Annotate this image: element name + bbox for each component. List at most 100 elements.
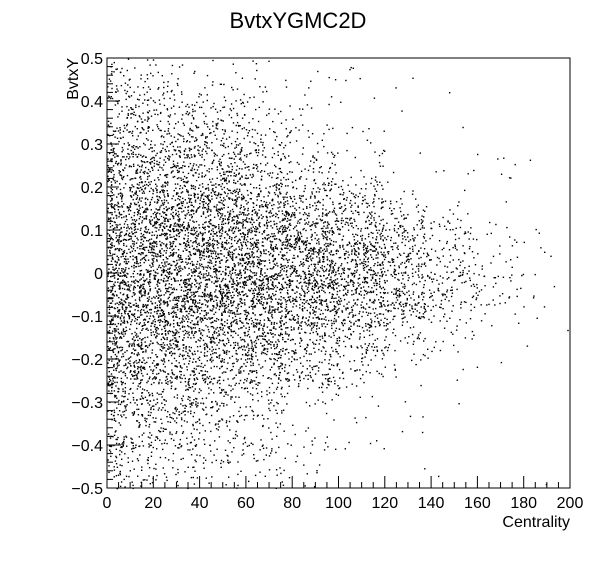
data-point <box>120 256 122 258</box>
data-point <box>241 225 244 227</box>
data-point <box>161 314 163 317</box>
data-point <box>123 317 125 319</box>
data-point <box>119 309 121 311</box>
data-point <box>183 150 186 153</box>
data-point <box>230 325 232 328</box>
data-point <box>217 253 219 255</box>
data-point <box>233 300 235 302</box>
data-point <box>231 237 233 239</box>
data-point <box>207 207 210 210</box>
data-point <box>131 313 133 315</box>
data-point <box>135 198 138 200</box>
data-point <box>223 96 226 98</box>
data-point <box>213 205 216 208</box>
data-point <box>152 372 154 375</box>
data-point <box>131 373 133 376</box>
data-point <box>243 209 245 211</box>
data-point <box>207 215 210 217</box>
data-point <box>195 397 197 400</box>
data-point <box>133 145 135 147</box>
data-point <box>170 387 172 390</box>
data-point <box>242 223 244 225</box>
data-point <box>123 203 125 205</box>
data-point <box>174 165 176 168</box>
data-point <box>147 126 150 128</box>
data-point <box>127 273 129 275</box>
data-point <box>202 251 204 253</box>
data-point <box>222 327 224 329</box>
data-point <box>129 251 131 253</box>
data-point <box>199 254 201 257</box>
data-point <box>118 285 120 287</box>
data-point <box>206 279 208 281</box>
data-point <box>157 309 159 312</box>
data-point <box>114 208 116 211</box>
data-point <box>107 275 109 277</box>
data-point <box>221 230 224 232</box>
data-point <box>172 243 174 245</box>
data-point <box>109 167 111 169</box>
data-point <box>242 102 245 104</box>
data-point <box>156 124 158 126</box>
data-point <box>219 172 221 175</box>
data-point <box>188 246 191 248</box>
data-point <box>206 196 208 198</box>
data-point <box>131 343 133 345</box>
data-point <box>160 299 162 302</box>
data-point <box>239 178 241 181</box>
data-point <box>131 112 133 115</box>
data-point <box>127 142 129 144</box>
data-point <box>169 421 172 423</box>
data-point <box>147 228 150 231</box>
data-point <box>157 126 159 128</box>
data-point <box>285 215 287 217</box>
data-point <box>121 446 123 449</box>
data-point <box>110 236 112 238</box>
data-point <box>223 331 226 333</box>
data-point <box>157 319 159 322</box>
data-point <box>190 240 192 242</box>
data-point <box>140 291 142 293</box>
data-point <box>141 181 143 183</box>
data-point <box>209 309 211 311</box>
data-point <box>204 87 206 89</box>
data-point <box>209 259 211 261</box>
data-point <box>119 188 122 191</box>
data-point <box>190 326 192 329</box>
data-point <box>163 271 165 273</box>
data-point <box>253 256 256 258</box>
data-point <box>206 123 208 125</box>
data-point <box>233 179 235 181</box>
data-point <box>203 207 206 209</box>
data-point <box>152 446 154 449</box>
data-point <box>186 249 188 251</box>
data-point <box>116 155 118 157</box>
data-point <box>241 101 244 104</box>
data-point <box>169 343 171 345</box>
data-point <box>179 353 181 355</box>
data-point <box>231 355 234 357</box>
data-point <box>279 335 281 337</box>
data-point <box>220 288 222 291</box>
data-point <box>202 268 205 270</box>
data-point <box>187 301 189 303</box>
data-point <box>173 189 175 192</box>
data-point <box>228 341 230 343</box>
data-point <box>190 194 192 196</box>
data-point <box>182 347 185 349</box>
data-point <box>132 289 135 291</box>
data-point <box>173 332 175 334</box>
data-point <box>206 360 208 362</box>
data-point <box>153 255 155 257</box>
data-point <box>208 422 211 424</box>
data-point <box>182 282 185 284</box>
data-point <box>114 314 116 316</box>
data-point <box>222 137 224 139</box>
data-point <box>234 269 237 271</box>
data-point <box>201 132 204 135</box>
data-point <box>205 216 207 219</box>
data-point <box>110 276 112 278</box>
data-point <box>240 159 242 161</box>
data-point <box>135 302 137 305</box>
data-point <box>228 157 231 159</box>
